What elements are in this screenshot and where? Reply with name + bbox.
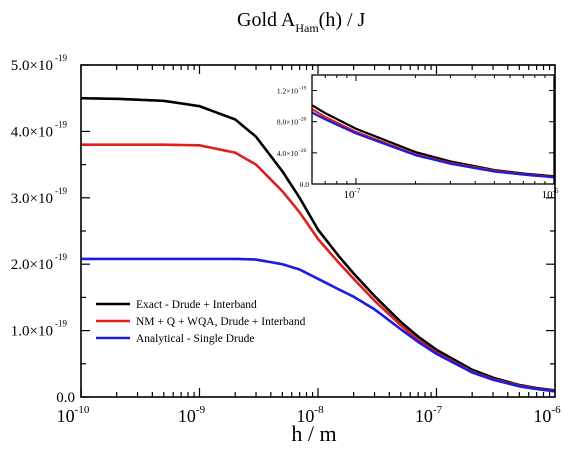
inset-x-tick-label: 10-6 <box>542 187 559 201</box>
inset-series-line-3 <box>311 111 555 179</box>
legend-label-3: Analytical - Single Drude <box>136 333 254 345</box>
inset-plot: 10-7 10-60.04.0×10 -208.0×10 -201.2×10 -19 <box>277 74 559 201</box>
main-x-tick-label: 10-7 <box>415 404 443 426</box>
main-plot: 10-10 10-9 10-8 10-7 10-60.01.0×10 -192.0×10-… <box>11 53 561 426</box>
svg-text:Gold AHam(h) / J: Gold AHam(h) / J <box>237 9 366 35</box>
main-y-tick-label: 2.0×10 <box>11 257 53 273</box>
legend-label-1: Exact - Drude + Interband <box>136 299 257 311</box>
inset-y-tick-label: 0.0 <box>300 180 310 189</box>
inset-y-tick-label: 8.0×10 <box>277 118 298 127</box>
main-series-line-1 <box>80 96 556 392</box>
legend-label-2: NM + Q + WQA, Drude + Interband <box>136 316 306 328</box>
main-x-tick-label: 10-6 <box>533 404 561 426</box>
x-axis-label: h / m <box>291 421 336 446</box>
inset-y-tick-exponent: -20 <box>299 117 307 123</box>
main-y-tick-exponent: -19 <box>55 186 67 196</box>
main-y-tick-label: 1.0×10 <box>11 324 53 340</box>
main-y-tick-label: 0.0 <box>56 390 75 406</box>
main-series-line-3 <box>81 257 556 393</box>
inset-y-tick-label: 1.2×10 <box>277 87 298 96</box>
inset-y-tick-exponent: -20 <box>299 148 307 154</box>
main-y-tick-exponent: -19 <box>55 319 67 329</box>
inset-frame <box>311 74 555 185</box>
main-y-tick-exponent: -19 <box>55 119 67 129</box>
main-x-tick-label: 10-8 <box>296 404 324 426</box>
main-x-tick-label: 10-9 <box>178 404 206 426</box>
chart-title-subscript: Ham <box>295 21 319 35</box>
main-x-tick-label: 10-10 <box>57 404 90 426</box>
main-y-tick-exponent: -19 <box>55 53 67 63</box>
inset-y-tick-exponent: -19 <box>299 86 307 92</box>
chart-title: Gold AHam(h) / J <box>237 9 366 35</box>
inset-x-tick-label: 10-7 <box>344 187 361 201</box>
chart-title-main: Gold A <box>237 9 296 31</box>
main-y-tick-label: 5.0×10 <box>11 58 53 74</box>
main-y-tick-label: 3.0×10 <box>11 191 53 207</box>
chart-title-tail: (h) / J <box>319 9 366 31</box>
main-y-tick-label: 4.0×10 <box>11 124 53 140</box>
main-y-tick-exponent: -19 <box>55 252 67 262</box>
inset-y-tick-label: 4.0×10 <box>277 149 298 158</box>
legend: Exact - Drude + Interband NM + Q + WQA, D… <box>96 299 306 345</box>
